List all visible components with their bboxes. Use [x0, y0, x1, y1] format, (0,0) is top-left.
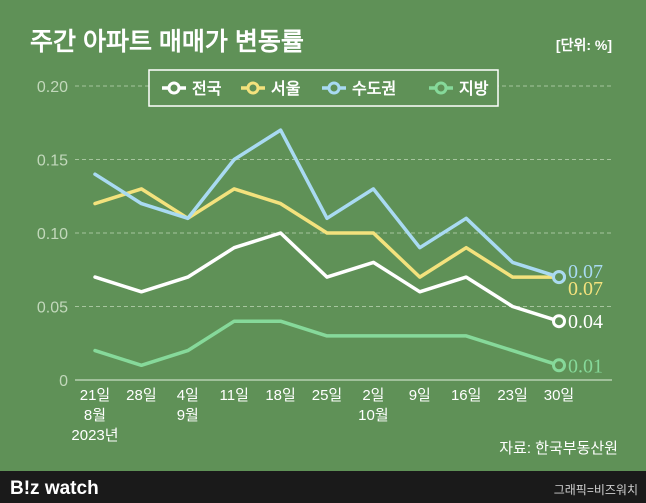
x-tick-label: 4일	[177, 387, 199, 404]
x-tick-label: 30일	[544, 387, 575, 404]
series-line	[93, 231, 561, 323]
end-value-label: 0.07	[568, 278, 603, 300]
series-lines	[93, 128, 566, 373]
unit-label: [단위: %]	[556, 37, 612, 53]
y-axis-ticks: 0.20 0.15 0.10 0.05 0	[37, 79, 68, 390]
x-tick-label: 18일	[265, 387, 296, 404]
footer-credit: 그래픽=비즈워치	[554, 483, 638, 497]
series-line	[93, 187, 561, 279]
x-month-label: 9월	[177, 407, 199, 424]
x-tick-label: 9일	[409, 387, 431, 404]
series-end-marker	[552, 358, 566, 373]
x-tick-label: 28일	[126, 387, 157, 404]
x-tick-label: 16일	[451, 387, 482, 404]
legend-label: 서울	[271, 80, 301, 98]
y-tick-label: 0	[59, 373, 68, 390]
legend-swatch-marker	[434, 81, 448, 95]
legend-label: 지방	[459, 80, 489, 98]
legend-swatch-marker	[167, 81, 181, 95]
legend-swatch-marker	[327, 81, 341, 95]
x-tick-label: 23일	[497, 387, 528, 404]
x-year-label: 2023년	[71, 427, 118, 444]
y-tick-label: 0.15	[37, 153, 68, 170]
legend-swatch-marker	[246, 81, 260, 95]
footer-logo: B!z watch	[10, 478, 99, 499]
x-tick-label: 21일	[80, 387, 111, 404]
x-axis-ticks: 21일 8월 28일 4일 9월 11일 18일 25일 2일 10월 9일 16일 23일 30일 202…	[71, 387, 574, 444]
series-line	[93, 128, 561, 279]
y-tick-label: 0.10	[37, 226, 68, 243]
legend-label: 전국	[192, 80, 222, 98]
x-tick-label: 2일	[362, 387, 384, 404]
end-value-labels: 0.04 0.070.07 0.01	[568, 261, 603, 377]
end-value-label: 0.07	[568, 261, 603, 283]
legend-label: 수도권	[352, 79, 396, 98]
end-value-label: 0.01	[568, 355, 603, 377]
series-end-marker	[552, 270, 566, 285]
x-tick-label: 25일	[312, 387, 343, 404]
source-label: 자료: 한국부동산원	[499, 440, 618, 457]
y-tick-label: 0.20	[37, 79, 68, 96]
chart-title: 주간 아파트 매매가 변동률	[30, 28, 304, 56]
x-month-label: 10월	[358, 407, 389, 424]
footer-bar	[0, 471, 646, 503]
series-line	[93, 319, 561, 368]
legend: 전국 서울 수도권 지방	[148, 69, 499, 107]
y-tick-label: 0.05	[37, 300, 68, 317]
x-month-label: 8월	[84, 407, 106, 424]
series-end-marker	[552, 314, 566, 329]
end-value-label: 0.04	[568, 311, 603, 333]
x-tick-label: 11일	[220, 387, 249, 404]
